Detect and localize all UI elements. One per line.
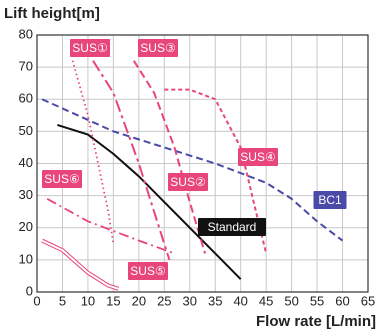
x-tick-label: 60 — [335, 293, 349, 308]
y-tick-label: 60 — [19, 91, 33, 106]
series-label: SUS④ — [240, 150, 275, 164]
series-line — [41, 98, 344, 242]
x-tick-label: 10 — [81, 293, 95, 308]
series-line — [57, 123, 242, 280]
y-tick-label: 20 — [19, 219, 33, 234]
series-line — [46, 198, 175, 255]
series-line — [92, 60, 171, 261]
y-tick-label: 80 — [19, 26, 33, 41]
series-label: SUS⑥ — [44, 172, 79, 186]
series-line-inner — [41, 239, 119, 290]
x-tick-label: 45 — [259, 293, 273, 308]
y-tick-label: 50 — [19, 123, 33, 138]
y-tick-label: 40 — [19, 155, 33, 170]
y-tick-label: 10 — [19, 251, 33, 266]
x-tick-label: 40 — [233, 293, 247, 308]
series-label: Standard — [208, 220, 257, 234]
series-label: SUS② — [170, 175, 205, 189]
series-label-box — [42, 170, 82, 188]
x-tick-label: 15 — [106, 293, 120, 308]
series-label-box — [198, 218, 266, 236]
plot-border — [36, 34, 369, 293]
x-tick-label: 25 — [157, 293, 171, 308]
x-tick-label: 55 — [310, 293, 324, 308]
series-label: SUS① — [72, 41, 107, 55]
series-line — [132, 60, 207, 254]
x-tick-label: 35 — [208, 293, 222, 308]
x-axis-label: Flow rate [L/min] — [256, 313, 376, 330]
series-label-box — [128, 262, 168, 280]
x-tick-label: 65 — [361, 293, 375, 308]
x-tick-label: 20 — [132, 293, 146, 308]
series-label: BC1 — [318, 193, 342, 207]
y-tick-label: 70 — [19, 59, 33, 74]
series-label: SUS③ — [140, 41, 175, 55]
x-tick-label: 50 — [284, 293, 298, 308]
y-tick-label: 0 — [26, 283, 33, 298]
x-tick-label: 0 — [33, 293, 40, 308]
x-tick-label: 30 — [183, 293, 197, 308]
y-tick-label: 30 — [19, 187, 33, 202]
x-tick-label: 5 — [59, 293, 66, 308]
series-label-box — [138, 39, 178, 57]
series-label-box — [168, 173, 208, 191]
y-axis-label: Lift height[m] — [4, 5, 100, 22]
series-label: SUS⑤ — [130, 264, 165, 278]
series-label-box — [313, 191, 347, 209]
series-label-box — [70, 39, 110, 57]
series-line — [164, 88, 268, 254]
series-label-box — [238, 148, 278, 166]
